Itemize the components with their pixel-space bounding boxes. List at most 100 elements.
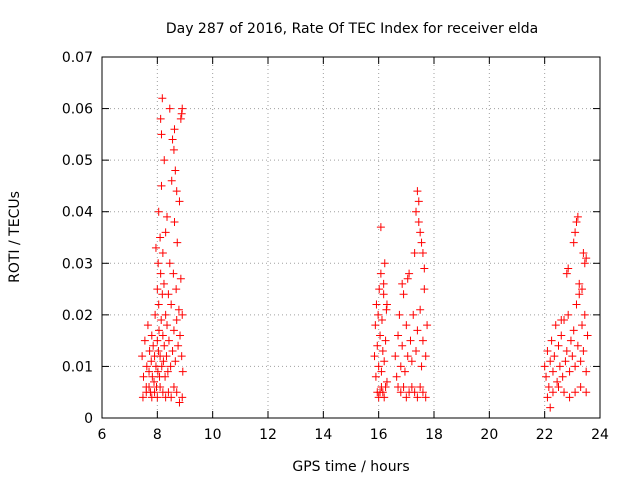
plot-frame	[101, 56, 601, 419]
data-point	[165, 104, 174, 113]
data-point	[170, 125, 179, 134]
y-tick-label: 0.03	[62, 256, 93, 272]
data-point	[171, 166, 180, 175]
data-point	[398, 279, 407, 288]
data-point	[147, 357, 156, 366]
data-point	[382, 305, 391, 314]
data-point	[172, 388, 181, 397]
data-point	[403, 274, 412, 283]
data-point	[546, 357, 555, 366]
data-point	[153, 285, 162, 294]
data-point	[160, 156, 169, 165]
data-point	[571, 388, 580, 397]
data-point	[166, 362, 175, 371]
data-point	[178, 310, 187, 319]
data-point	[371, 372, 380, 381]
data-point	[547, 336, 556, 345]
data-point	[172, 285, 181, 294]
data-point	[418, 388, 427, 397]
data-point	[377, 316, 386, 325]
data-point	[395, 310, 404, 319]
data-point	[372, 300, 381, 309]
data-point	[150, 388, 159, 397]
data-point	[562, 269, 571, 278]
data-point	[161, 372, 170, 381]
data-point	[553, 377, 562, 386]
data-point	[157, 130, 166, 139]
data-point	[138, 393, 147, 402]
data-point	[578, 321, 587, 330]
x-tick-label: 18	[425, 427, 443, 443]
data-point	[168, 135, 177, 144]
data-point	[164, 336, 173, 345]
data-point	[374, 362, 383, 371]
data-point	[149, 341, 158, 350]
data-point	[156, 114, 165, 123]
data-point	[413, 326, 422, 335]
data-point	[576, 357, 585, 366]
data-point	[580, 310, 589, 319]
axis-ticks: 6 8 10 12 14 16 18 20 22 24 0 0.01 0.02 0.03 0.04 0.05 0…	[62, 50, 609, 443]
data-point	[177, 109, 186, 118]
data-point	[156, 383, 165, 392]
data-point	[169, 269, 178, 278]
data-point	[177, 352, 186, 361]
data-point	[396, 362, 405, 371]
data-point	[142, 388, 151, 397]
data-point	[173, 238, 182, 247]
data-point	[158, 94, 167, 103]
data-point	[418, 248, 427, 257]
data-point	[561, 357, 570, 366]
data-point	[564, 310, 573, 319]
data-point	[139, 372, 148, 381]
data-point	[175, 197, 184, 206]
y-tick-label: 0.07	[62, 50, 93, 66]
data-point	[418, 336, 427, 345]
y-tick-label: 0.01	[62, 359, 93, 375]
data-point	[416, 228, 425, 237]
data-point	[174, 305, 183, 314]
y-tick-label: 0.02	[62, 308, 93, 324]
data-point	[378, 346, 387, 355]
data-point	[414, 197, 423, 206]
data-point	[571, 228, 580, 237]
data-point	[407, 383, 416, 392]
data-point	[557, 331, 566, 340]
data-point	[167, 176, 176, 185]
data-point	[156, 233, 165, 242]
x-tick-label: 16	[370, 427, 388, 443]
data-point	[565, 367, 574, 376]
data-point	[158, 331, 167, 340]
data-point	[142, 362, 151, 371]
data-point	[157, 316, 166, 325]
data-point	[167, 393, 176, 402]
data-point	[373, 388, 382, 397]
data-point	[582, 388, 591, 397]
data-point	[145, 346, 154, 355]
x-axis-label: GPS time / hours	[292, 459, 409, 475]
data-point	[412, 207, 421, 216]
data-point	[582, 367, 591, 376]
data-point	[382, 300, 391, 309]
data-point	[407, 357, 416, 366]
y-tick-label: 0	[84, 411, 93, 427]
data-point	[381, 336, 390, 345]
data-point	[583, 331, 592, 340]
data-point	[554, 341, 563, 350]
data-point	[171, 357, 180, 366]
data-point	[154, 207, 163, 216]
data-point	[573, 341, 582, 350]
data-point	[568, 352, 577, 361]
data-point	[417, 238, 426, 247]
data-point	[161, 310, 170, 319]
data-point	[159, 279, 168, 288]
data-point	[392, 372, 401, 381]
data-point	[138, 352, 147, 361]
data-point	[416, 383, 425, 392]
data-point	[555, 362, 564, 371]
data-point	[178, 393, 187, 402]
data-point	[377, 367, 386, 376]
data-point	[153, 367, 162, 376]
x-tick-label: 22	[536, 427, 554, 443]
data-point	[551, 321, 560, 330]
